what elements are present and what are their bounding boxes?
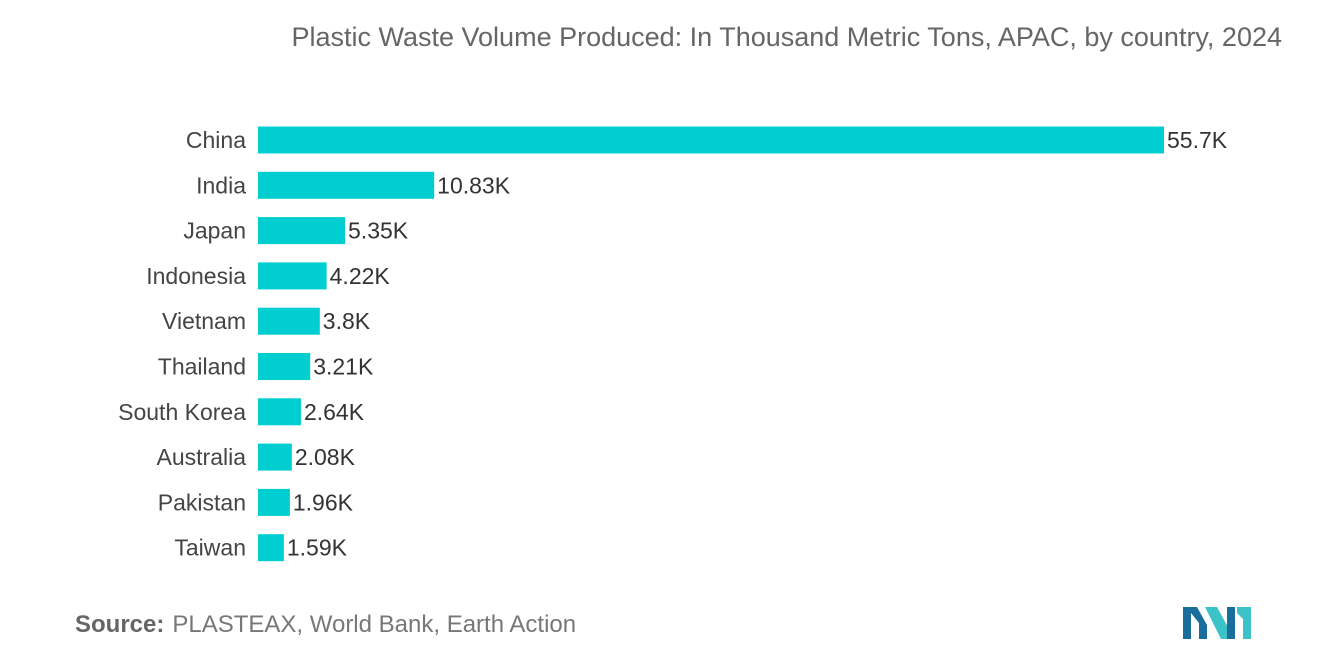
mordor-intelligence-logo-icon: [1183, 607, 1251, 639]
source-text: PLASTEAX, World Bank, Earth Action: [172, 611, 577, 638]
value-label: 2.08K: [295, 444, 356, 470]
source-note: Source: PLASTEAX, World Bank, Earth Actio…: [75, 611, 576, 639]
bar: [258, 171, 435, 199]
bar: [258, 126, 1164, 154]
bar: [258, 353, 311, 380]
category-label: Indonesia: [146, 263, 246, 289]
category-label: Thailand: [158, 354, 246, 380]
chart-title: Plastic Waste Volume Produced: In Thousa…: [291, 22, 1282, 52]
source-label: Source:: [75, 611, 165, 638]
value-label: 10.83K: [437, 172, 511, 198]
value-label: 1.96K: [293, 489, 354, 515]
bar: [258, 534, 284, 562]
bar: [258, 398, 301, 426]
value-label: 55.7K: [1167, 127, 1228, 153]
category-label: Taiwan: [174, 535, 246, 561]
value-label: 3.8K: [323, 308, 371, 334]
value-label: 2.64K: [304, 399, 365, 425]
bar: [258, 262, 327, 290]
value-label: 5.35K: [348, 218, 409, 244]
value-label: 1.59K: [287, 535, 348, 561]
value-label: 3.21K: [313, 354, 374, 380]
category-label: Australia: [157, 444, 247, 470]
category-label: Vietnam: [162, 308, 246, 334]
category-label: India: [196, 172, 246, 198]
category-label: South Korea: [118, 399, 246, 425]
bar: [258, 307, 320, 335]
category-label: China: [186, 127, 246, 153]
value-label: 4.22K: [330, 263, 391, 289]
bar: [258, 488, 290, 516]
bar: [258, 443, 292, 471]
bar: [258, 217, 346, 245]
category-label: Pakistan: [158, 489, 246, 515]
category-label: Japan: [183, 218, 246, 244]
